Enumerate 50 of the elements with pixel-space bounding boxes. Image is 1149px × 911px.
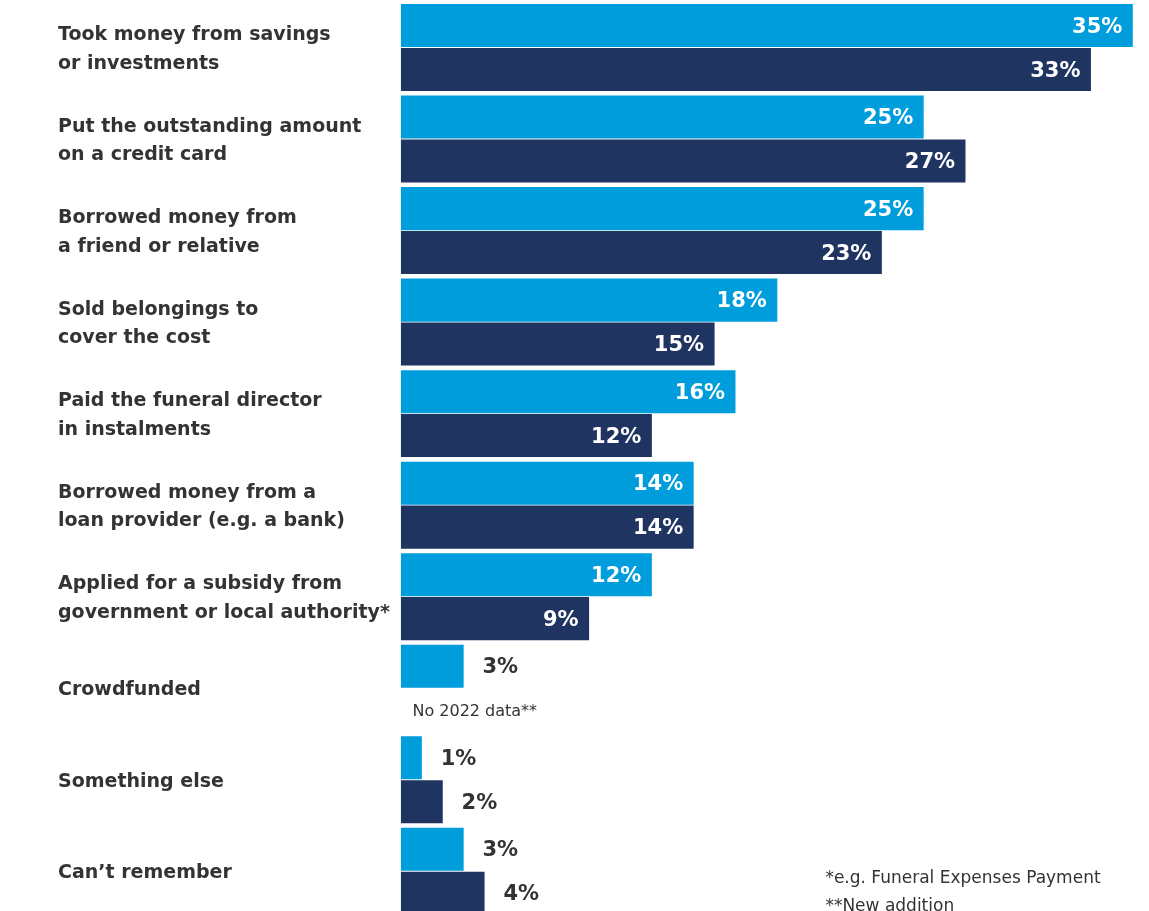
data-label: 18% [716,288,767,313]
y-tick-label: Can’t remember [58,860,233,883]
data-label: 9% [543,606,579,631]
data-label: 12% [591,562,642,587]
data-label: 25% [862,196,914,221]
data-label: 25% [862,105,914,130]
bar [400,4,1133,48]
data-label: 16% [674,379,726,404]
bar [400,780,443,824]
data-label: 14% [632,515,684,540]
bar [400,278,778,322]
data-label: 2% [461,789,498,814]
data-label: 35% [1072,13,1123,38]
bar [400,644,464,688]
data-label: 33% [1030,57,1081,82]
bar [400,47,1091,92]
bar [400,505,694,549]
annotation: **New addition [825,895,955,911]
y-tick-label: Took money from savings or investments [58,22,331,73]
y-tick-label: Put the outstanding amount on a credit card [58,113,362,165]
bar [400,553,652,597]
annotation: *e.g. Funeral Expenses Payment [825,866,1101,887]
y-tick-label: Sold belongings to cover the cost [58,296,259,348]
bar [400,139,966,183]
bar [400,597,590,641]
annotation: No 2022 data** [412,700,538,720]
data-label: 4% [503,881,540,906]
y-tick-label: Something else [58,768,224,791]
bar [400,322,715,366]
bar [400,370,736,414]
bar [400,95,924,139]
data-label: 23% [821,240,872,265]
bar [400,736,422,780]
data-label: 12% [591,423,642,448]
data-label: 15% [653,332,705,357]
y-tick-label: Paid the funeral director in instalments [58,388,323,439]
y-tick-label: Applied for a subsidy from government or local authority* [58,571,390,622]
data-label: 14% [632,471,684,496]
y-tick-label: Crowdfunded [58,677,201,700]
bar [400,461,694,505]
bar [400,827,464,871]
data-label: 3% [482,837,519,862]
y-tick-label: Borrowed money from a loan provider (e.g. a bank) [58,479,345,531]
data-label: 1% [440,745,477,770]
bar [400,414,652,458]
y-tick-label: Borrowed money from a friend or relative [58,205,297,256]
bar [400,187,924,231]
data-label: 3% [482,654,519,679]
data-label: 27% [904,149,956,174]
bar [400,231,882,275]
